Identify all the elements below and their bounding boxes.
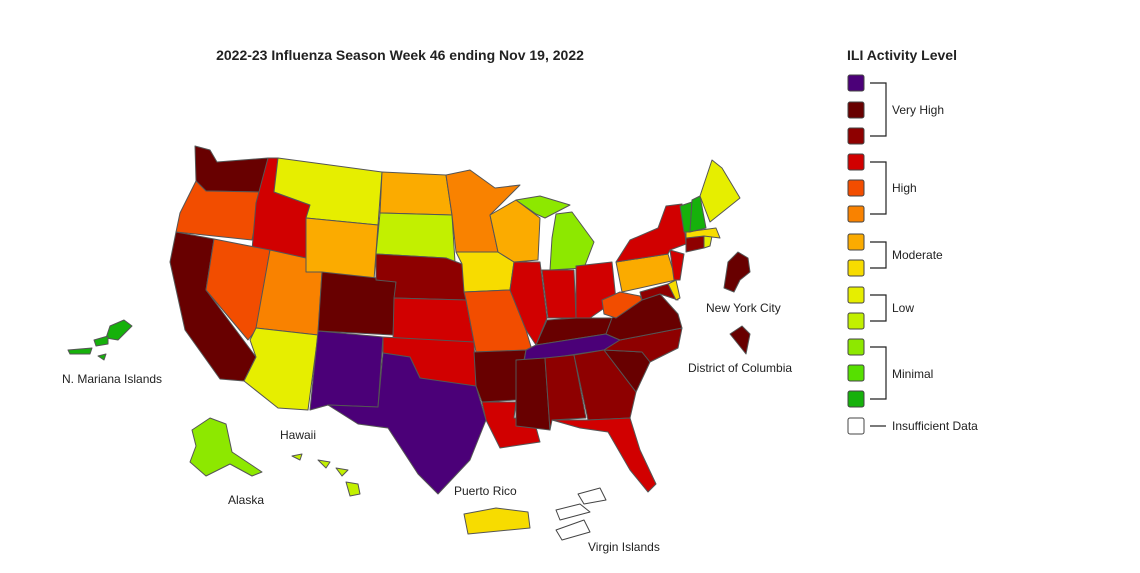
state-AK[interactable] [190, 418, 262, 476]
state-GU-4[interactable] [98, 354, 106, 360]
state-HI-3[interactable] [336, 468, 348, 476]
legend-swatch-very-high-2 [848, 102, 864, 118]
state-IN[interactable] [542, 270, 576, 318]
label-dc: District of Columbia [688, 361, 792, 375]
legend-swatch-high-3 [848, 154, 864, 170]
state-HI-2[interactable] [318, 460, 330, 468]
legend-label-moderate: Moderate [892, 248, 943, 262]
legend-swatch-moderate-2 [848, 234, 864, 250]
legend-bracket-minimal [870, 347, 886, 399]
state-FL[interactable] [552, 418, 656, 492]
state-MD[interactable] [640, 284, 678, 300]
label-hawaii: Hawaii [280, 428, 316, 442]
legend-bracket-moderate [870, 242, 886, 268]
legend-swatch-very-high-1 [848, 128, 864, 144]
state-NY[interactable] [616, 204, 686, 262]
legend-swatch-minimal-2 [848, 365, 864, 381]
legend-label-low: Low [892, 301, 914, 315]
legend-title: ILI Activity Level [847, 47, 957, 63]
state-AZ[interactable] [244, 328, 318, 410]
state-HI-4[interactable] [346, 482, 360, 496]
state-ND[interactable] [380, 172, 452, 215]
state-AR[interactable] [474, 350, 526, 402]
state-MA[interactable] [686, 228, 720, 238]
legend-label-insufficient: Insufficient Data [892, 419, 978, 433]
state-OR[interactable] [176, 181, 262, 240]
label-virgin-islands: Virgin Islands [588, 540, 660, 554]
state-WY[interactable] [306, 218, 378, 280]
legend-bracket-high [870, 162, 886, 214]
state-PR[interactable] [464, 508, 530, 534]
legend-swatch-insufficient [848, 418, 864, 434]
state-WA[interactable] [195, 146, 268, 192]
state-GU-2[interactable] [94, 336, 108, 346]
state-MS[interactable] [516, 358, 550, 430]
state-NH[interactable] [690, 196, 706, 232]
state-VI-2[interactable] [578, 488, 606, 504]
label-alaska: Alaska [228, 493, 264, 507]
state-VI-1[interactable] [556, 504, 590, 520]
state-TX[interactable] [328, 353, 486, 494]
legend-swatch-very-high-3 [848, 75, 864, 91]
state-KS[interactable] [393, 298, 474, 342]
label-nyc: New York City [706, 301, 781, 315]
label-puerto-rico: Puerto Rico [454, 484, 517, 498]
state-HI-1[interactable] [292, 454, 302, 460]
legend-swatch-minimal-3 [848, 339, 864, 355]
state-ME[interactable] [700, 160, 740, 222]
label-mariana: N. Mariana Islands [62, 372, 162, 386]
state-NM[interactable] [310, 331, 383, 410]
legend-swatch-high-1 [848, 206, 864, 222]
legend: Very High High Moderate Low Minimal Insu… [848, 75, 978, 434]
legend-swatch-minimal-1 [848, 391, 864, 407]
state-GA[interactable] [574, 350, 636, 420]
state-NJ[interactable] [670, 250, 684, 280]
state-NYC[interactable] [724, 252, 750, 292]
state-CT[interactable] [686, 236, 704, 252]
legend-label-very-high: Very High [892, 103, 944, 117]
state-VI-3[interactable] [556, 520, 590, 540]
legend-bracket-low [870, 295, 886, 321]
legend-swatch-moderate-1 [848, 260, 864, 276]
state-MI[interactable] [550, 212, 594, 270]
legend-bracket-very-high [870, 83, 886, 136]
legend-swatch-low-1 [848, 313, 864, 329]
state-IA[interactable] [456, 252, 514, 292]
legend-label-minimal: Minimal [892, 367, 933, 381]
legend-label-high: High [892, 181, 917, 195]
state-DC[interactable] [730, 326, 750, 354]
state-MI-U[interactable] [516, 196, 570, 218]
state-GU-3[interactable] [68, 348, 92, 354]
state-DE[interactable] [668, 280, 680, 300]
legend-swatch-high-2 [848, 180, 864, 196]
state-GU-1[interactable] [106, 320, 132, 340]
legend-swatch-low-2 [848, 287, 864, 303]
map-title: 2022-23 Influenza Season Week 46 ending … [216, 47, 584, 63]
state-RI[interactable] [704, 236, 712, 248]
state-CO[interactable] [318, 272, 396, 335]
state-AL[interactable] [545, 355, 586, 430]
